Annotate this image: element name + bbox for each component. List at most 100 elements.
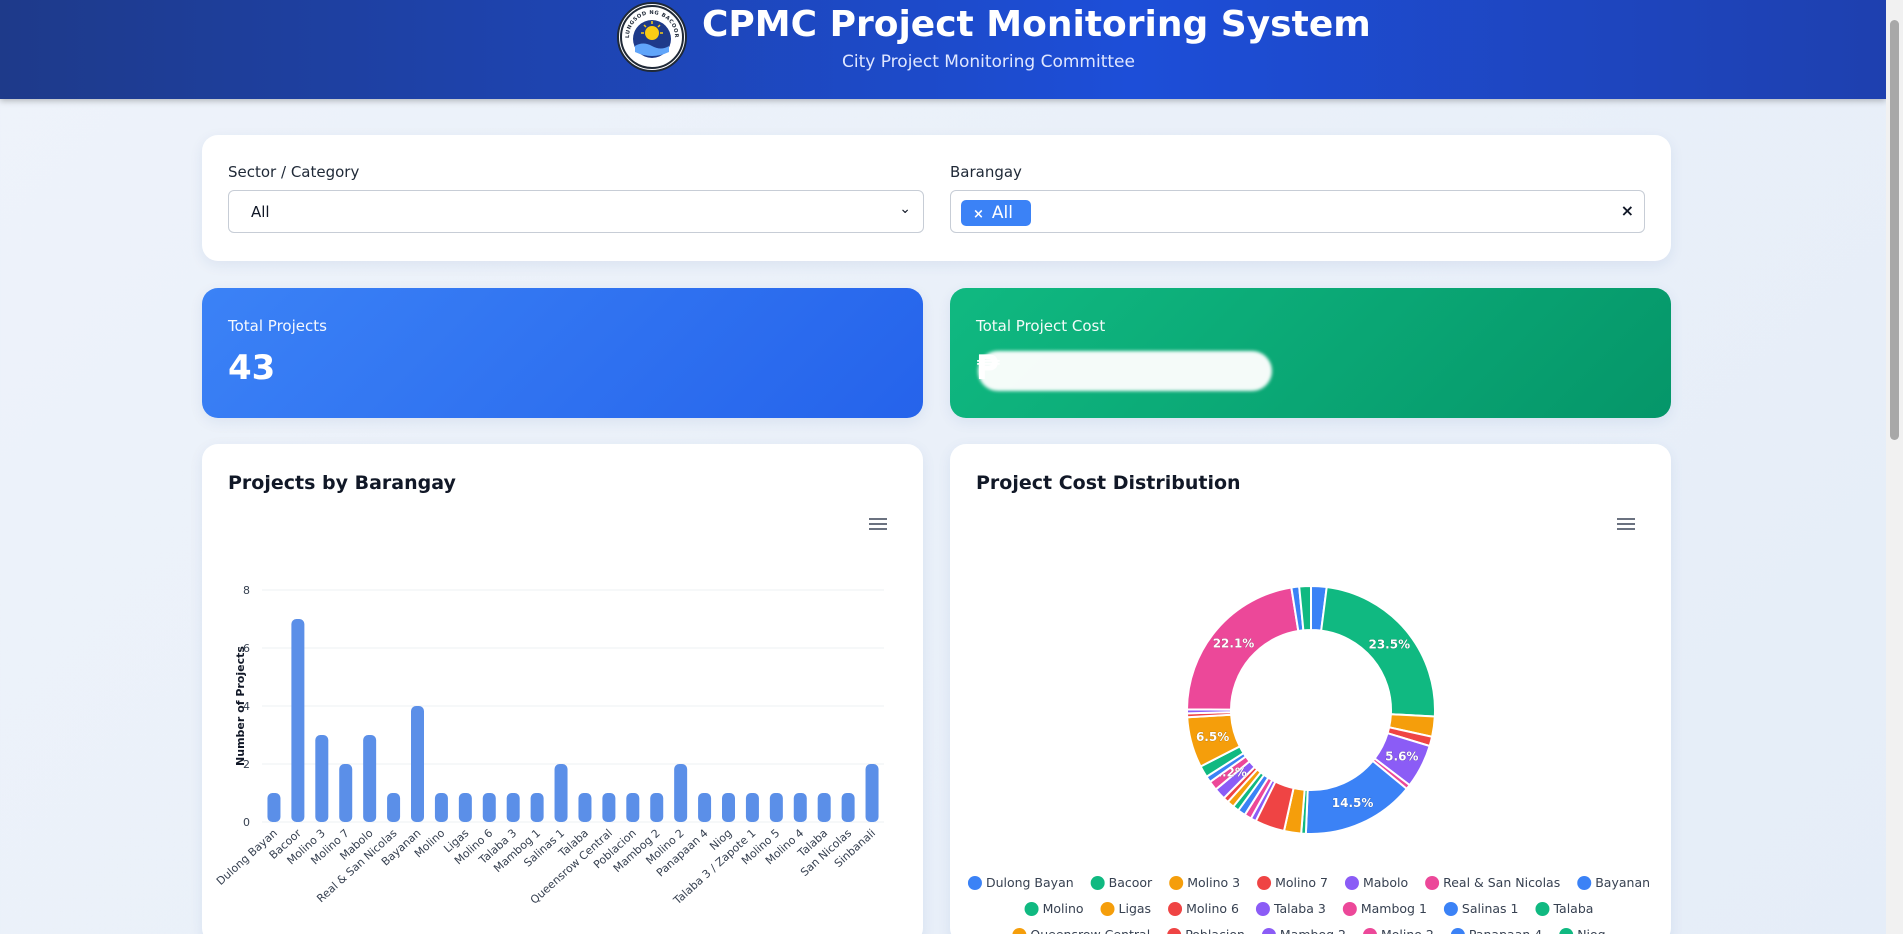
bar — [458, 793, 472, 822]
total-projects-value: 43 — [228, 348, 276, 388]
legend-entry: Salinas 1 — [1462, 901, 1519, 916]
bar — [769, 793, 783, 822]
bar — [267, 793, 281, 822]
sector-label: Sector / Category — [228, 163, 360, 181]
legend-entry: Talaba — [1552, 901, 1593, 916]
legend-swatch — [1012, 928, 1027, 934]
city-seal-logo: LUNGSOD NG BACOOR — [617, 2, 687, 72]
hamburger-menu-icon[interactable] — [1617, 518, 1635, 530]
chevron-down-icon: ⌄ — [899, 201, 911, 217]
legend-entry: Bayanan — [1595, 875, 1650, 890]
y-tick-label: 4 — [243, 700, 250, 713]
bar — [434, 793, 448, 822]
total-cost-label: Total Project Cost — [976, 317, 1106, 335]
bar — [387, 793, 401, 822]
bar — [363, 735, 377, 822]
bar — [793, 793, 807, 822]
bar — [339, 764, 353, 822]
slice-label: 5.6% — [1385, 749, 1418, 763]
bar — [602, 793, 616, 822]
y-axis-label: Number of Projects — [234, 646, 247, 766]
legend-entry: Mambog 2 — [1280, 927, 1346, 934]
barangay-tag-all[interactable]: × All — [961, 200, 1031, 226]
bar — [745, 793, 759, 822]
legend-swatch — [1169, 876, 1184, 890]
bar — [650, 793, 664, 822]
legend-entry: Mambog 1 — [1361, 901, 1427, 916]
total-projects-card: Total Projects 43 — [202, 288, 923, 418]
app-header: LUNGSOD NG BACOOR CPMC Project Monitorin… — [0, 0, 1886, 99]
legend-swatch — [1167, 928, 1182, 934]
y-tick-label: 8 — [243, 584, 250, 597]
legend-swatch — [1344, 876, 1359, 890]
y-tick-label: 6 — [243, 642, 250, 655]
donut-slice — [1320, 585, 1436, 718]
bar — [817, 793, 831, 822]
sector-select-value: All — [251, 203, 270, 221]
legend-entry: Panapaan 4 — [1469, 927, 1542, 934]
legend-entry: Queensrow Central — [1030, 927, 1150, 934]
legend-entry: Molino 3 — [1187, 875, 1240, 890]
sector-select[interactable]: All ⌄ — [228, 190, 924, 233]
bar — [698, 793, 712, 822]
bar — [291, 619, 305, 822]
app-subtitle: City Project Monitoring Committee — [842, 52, 1135, 72]
filters-panel: Sector / Category All ⌄ Barangay × All × — [202, 135, 1671, 261]
legend-swatch — [1262, 928, 1276, 934]
pie-chart-title: Project Cost Distribution — [976, 472, 1241, 494]
page-scrollbar[interactable] — [1886, 0, 1903, 934]
bar — [411, 706, 424, 822]
slice-label: 6.5% — [1196, 730, 1229, 744]
y-tick-label: 0 — [243, 816, 250, 829]
legend-entry: Molino 7 — [1275, 875, 1328, 890]
legend-entry: Real & San Nicolas — [1443, 875, 1560, 890]
legend-entry: Dulong Bayan — [986, 875, 1074, 890]
legend-entry: Bacoor — [1109, 875, 1153, 890]
app-title: CPMC Project Monitoring System — [702, 4, 1371, 45]
legend-swatch — [1342, 902, 1357, 916]
bar — [626, 793, 640, 822]
project-cost-distribution-card: Project Cost Distribution 23.5% 5.6% 14.5%… — [950, 444, 1671, 934]
bar — [674, 764, 688, 822]
legend-swatch — [1450, 928, 1465, 934]
tag-remove-icon[interactable]: × — [973, 207, 984, 222]
bar — [865, 764, 879, 822]
legend-swatch — [1255, 902, 1270, 916]
y-tick-label: 2 — [243, 758, 250, 771]
hamburger-menu-icon[interactable] — [869, 518, 887, 530]
legend-swatch — [1090, 876, 1105, 890]
legend-swatch — [1257, 876, 1272, 890]
bar — [578, 793, 592, 822]
bar-chart-title: Projects by Barangay — [228, 472, 456, 494]
barangay-multiselect[interactable]: × All × — [950, 190, 1645, 233]
legend-entry: Talaba 3 — [1273, 901, 1326, 916]
barangay-label: Barangay — [950, 163, 1022, 181]
seal-graphic: LUNGSOD NG BACOOR — [620, 5, 684, 69]
bar — [722, 793, 735, 822]
legend-entry: Poblacion — [1185, 927, 1245, 934]
legend-entry: Molino 2 — [1381, 927, 1434, 934]
barangay-tag-label: All — [991, 203, 1013, 223]
legend-swatch — [1100, 902, 1115, 916]
legend-swatch — [1024, 902, 1039, 916]
slice-label: 23.5% — [1368, 638, 1410, 652]
donut-slice — [1298, 584, 1312, 632]
legend-entry: Mabolo — [1363, 875, 1408, 890]
legend-swatch — [1363, 928, 1377, 934]
bar — [506, 793, 520, 822]
clear-selection-icon[interactable]: × — [1620, 201, 1634, 220]
total-projects-label: Total Projects — [228, 317, 327, 335]
legend-entry: Niog — [1577, 927, 1605, 934]
redacted-amount — [978, 351, 1272, 391]
legend-entry: Molino — [1043, 901, 1084, 916]
bar — [530, 793, 544, 822]
slice-label: 14.5% — [1332, 796, 1374, 810]
legend-swatch — [1535, 902, 1550, 916]
bar — [482, 793, 496, 822]
donut-chart: 23.5%5.6%14.5%1.2%6.5%22.1%Dulong Bayan B… — [967, 584, 1650, 934]
legend-swatch — [1168, 902, 1183, 916]
total-cost-card: Total Project Cost ₱ — [950, 288, 1671, 418]
legend-entry: Ligas — [1119, 901, 1152, 916]
scrollbar-thumb[interactable] — [1890, 20, 1899, 440]
